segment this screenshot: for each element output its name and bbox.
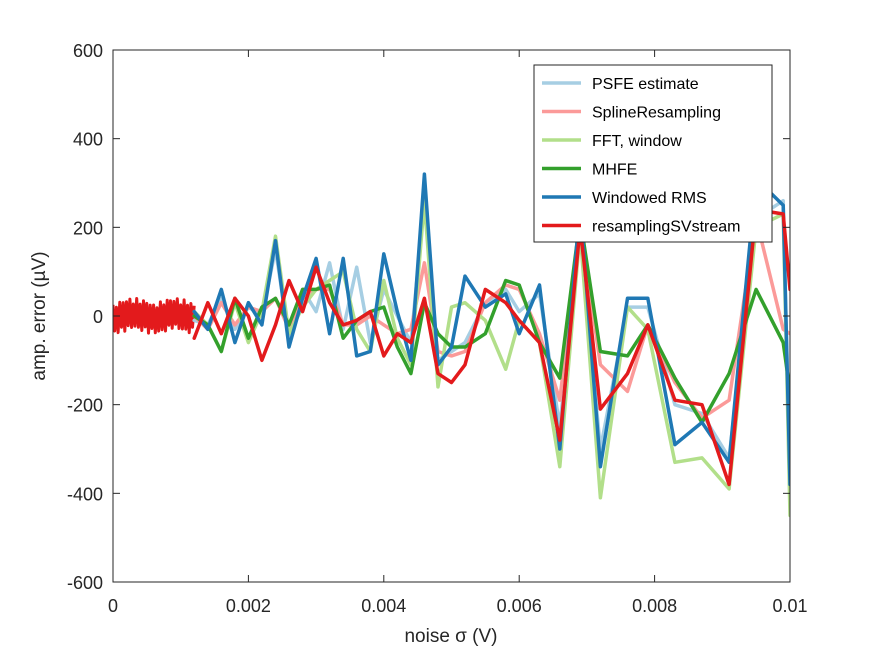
y-tick-label: 400 xyxy=(73,130,103,150)
x-tick-label: 0.006 xyxy=(497,596,542,616)
legend-label: SplineResampling xyxy=(592,105,721,122)
legend-label: Windowed RMS xyxy=(592,190,707,207)
legend-label: FFT, window xyxy=(592,133,682,150)
x-tick-label: 0.002 xyxy=(226,596,271,616)
series-line-resamplingSVstream-cluster xyxy=(113,297,196,335)
y-tick-label: 200 xyxy=(73,218,103,238)
series-layer xyxy=(113,172,790,518)
x-tick-label: 0.004 xyxy=(361,596,406,616)
legend-label: MHFE xyxy=(592,162,637,179)
y-tick-label: 600 xyxy=(73,41,103,61)
y-tick-label: -600 xyxy=(67,573,103,593)
y-axis-label: amp. error (µV) xyxy=(29,251,50,380)
y-tick-label: -400 xyxy=(67,484,103,504)
y-tick-label: 0 xyxy=(93,307,103,327)
x-tick-label: 0.01 xyxy=(772,596,807,616)
series-line-resamplingsvstream xyxy=(192,207,790,487)
legend-label: PSFE estimate xyxy=(592,76,699,93)
legend-label: resamplingSVstream xyxy=(592,219,741,236)
series-line-windowed-rms xyxy=(192,172,790,487)
ticks-layer: 0 0.002 0.004 0.006 0.008 0.01 -600 -400 -200 0 20… xyxy=(67,41,808,616)
y-tick-label: -200 xyxy=(67,396,103,416)
x-tick-label: 0 xyxy=(108,596,118,616)
x-tick-label: 0.008 xyxy=(632,596,677,616)
x-axis-label: noise σ (V) xyxy=(404,626,497,647)
legend-box xyxy=(533,64,773,243)
legend: PSFE estimate SplineResampling FFT, window… xyxy=(533,64,773,243)
